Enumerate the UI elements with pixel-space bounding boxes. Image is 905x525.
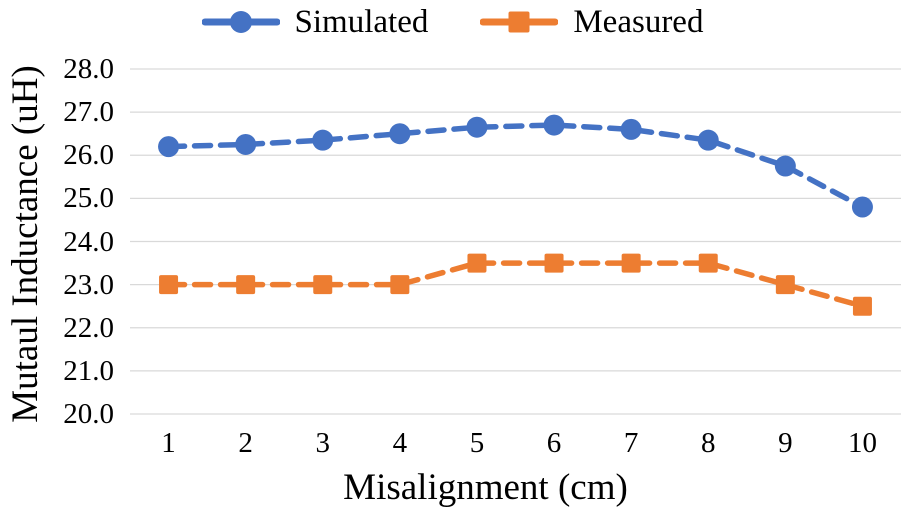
measured-marker [852,296,872,316]
y-tick-label: 22.0 [63,311,114,344]
measured-marker [544,253,564,273]
x-tick-label: 3 [315,427,331,459]
simulated-marker [312,129,334,151]
simulated-marker [158,136,180,158]
x-axis-title: Misalignment (cm) [343,467,628,508]
y-tick-label: 20.0 [63,398,114,430]
measured-marker [236,275,256,295]
simulated-marker [543,114,565,136]
y-tick-label: 21.0 [63,354,114,387]
legend-circle-marker [229,11,252,33]
measured-marker [698,253,718,273]
y-tick-label: 25.0 [63,182,114,215]
measured-marker [159,275,179,295]
measured-marker [775,275,795,295]
x-tick-label: 9 [778,427,793,459]
x-tick-label: 2 [238,427,253,459]
simulated-marker [851,196,873,218]
simulated-legend-marker-icon [201,11,280,33]
simulated-marker [620,118,642,140]
simulated-series-line [165,122,866,210]
y-tick-label: 28.0 [63,53,114,85]
measured-marker [467,253,487,273]
simulated-marker [235,133,257,155]
legend-item-measured: Measured [480,2,703,42]
x-tick-label: 5 [469,427,485,459]
measured-marker [390,275,410,295]
x-tick-label: 1 [161,427,176,459]
legend-label-measured: Measured [573,4,704,40]
simulated-marker [697,129,719,151]
legend-label-simulated: Simulated [294,4,429,40]
legend-item-simulated: Simulated [201,2,429,42]
simulated-marker [774,155,796,177]
measured-marker [313,275,333,295]
x-tick-label: 10 [847,427,877,459]
legend-square-marker [508,11,530,33]
measured-marker [621,253,641,273]
x-tick-label: 6 [546,427,562,459]
chart-legend: Simulated Measured [0,2,905,42]
x-tick-label: 8 [701,427,716,459]
y-tick-label: 24.0 [63,225,114,258]
simulated-marker [466,116,488,138]
x-tick-label: 7 [623,427,639,459]
y-tick-label: 23.0 [63,268,114,301]
y-tick-label: 27.0 [63,96,114,129]
simulated-marker [389,123,411,145]
measured-series-line [165,260,866,309]
x-tick-label: 4 [392,427,408,459]
y-tick-label: 26.0 [63,139,114,172]
measured-legend-marker-icon [480,11,559,33]
